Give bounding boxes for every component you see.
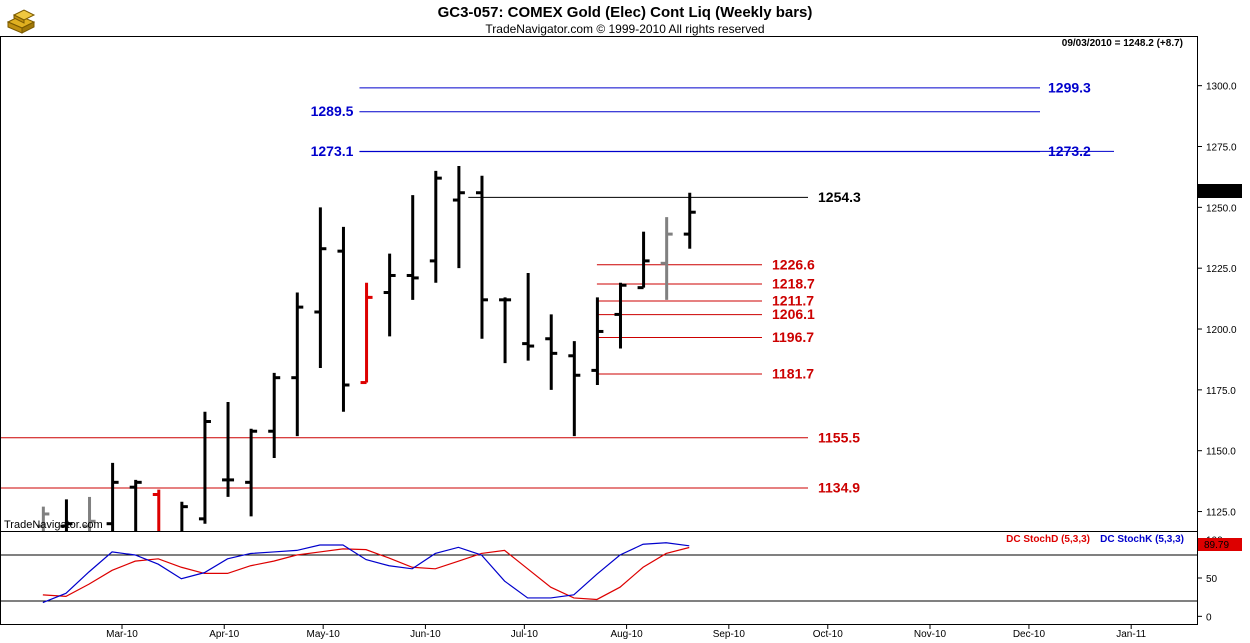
level-label: 1273.2: [1048, 143, 1091, 159]
x-tick-label: Dec-10: [1013, 629, 1046, 640]
level-label: 1181.7: [772, 366, 814, 382]
ohlc-bar: [268, 372, 281, 458]
price-tick-label: 1175.0: [1206, 386, 1236, 397]
level-label: 1289.5: [311, 103, 354, 119]
ohlc-bar: [129, 479, 142, 531]
stoch-last-label: 89.79: [1204, 540, 1229, 551]
price-tick-label: 1300.0: [1206, 82, 1237, 93]
x-tick-label: Nov-10: [914, 629, 947, 640]
ohlc-bar: [314, 207, 327, 368]
legend-stoch-k: DC StochK (5,3,3): [1100, 534, 1184, 545]
x-tick-label: Oct-10: [813, 629, 843, 640]
ohlc-bar: [37, 506, 50, 531]
stoch-last-badge: [1198, 538, 1242, 551]
ohlc-bar: [637, 231, 650, 290]
price-bars: [37, 165, 696, 531]
ohlc-bar: [152, 489, 161, 531]
copyright-subtitle: TradeNavigator.com © 1999-2010 All right…: [485, 22, 764, 36]
x-tick-label: Jan-11: [1116, 629, 1146, 640]
x-tick-label: Mar-10: [106, 629, 138, 640]
ohlc-bar: [198, 411, 211, 524]
level-label: 1226.6: [772, 256, 815, 272]
ohlc-bar: [522, 273, 535, 361]
level-label: 1254.3: [818, 189, 861, 205]
x-tick-label: Sep-10: [713, 629, 746, 640]
ohlc-bar: [452, 165, 465, 269]
ohlc-bar: [337, 226, 350, 412]
x-tick-label: May-10: [306, 629, 340, 640]
ohlc-bar: [499, 297, 512, 364]
price-tick-label: 1200.0: [1206, 325, 1237, 336]
ohlc-bar: [591, 297, 604, 385]
price-axis: 1125.0 1150.0 1175.0 1200.0 1225.0 1250.0 1275…: [1197, 82, 1237, 519]
stoch-series-line: [42, 546, 690, 601]
level-label: 1196.7: [772, 329, 814, 345]
stochastic-lines: [42, 542, 690, 604]
last-price-label: 1248.2: [1204, 187, 1235, 198]
price-tick-label: 1150.0: [1206, 447, 1236, 458]
chart-title: GC3-057: COMEX Gold (Elec) Cont Liq (Wee…: [438, 4, 813, 21]
x-axis: Mar-10 Apr-10 May-10 Jun-10 Jul-10 Aug-10 Sep-…: [106, 625, 1147, 640]
ohlc-bar: [106, 462, 119, 531]
ohlc-bar: [360, 282, 373, 385]
x-tick-label: Jul-10: [511, 629, 539, 640]
quote-readout: 09/03/2010 = 1248.2 (+8.7): [1062, 38, 1183, 49]
x-tick-label: Jun-10: [410, 629, 441, 640]
ohlc-bar: [291, 292, 304, 437]
ohlc-bar: [614, 282, 627, 349]
ohlc-bar: [60, 499, 73, 531]
stoch-tick-label: 50: [1206, 574, 1218, 585]
ohlc-bar: [683, 192, 696, 249]
watermark: TradeNavigator.com: [4, 519, 103, 531]
logo: [6, 9, 36, 34]
level-label: 1134.9: [818, 479, 860, 495]
ohlc-bar: [83, 496, 96, 531]
level-label: 1206.1: [772, 306, 815, 322]
ohlc-bar: [245, 428, 258, 517]
ohlc-bar: [383, 253, 396, 337]
ohlc-bar: [429, 170, 442, 283]
price-tick-label: 1275.0: [1206, 143, 1237, 154]
price-tick-label: 1125.0: [1206, 508, 1236, 519]
ohlc-bar: [222, 402, 235, 497]
ohlc-bar: [406, 195, 419, 300]
x-tick-label: Aug-10: [610, 629, 643, 640]
ohlc-bar: [568, 341, 581, 437]
ohlc-bar: [475, 175, 488, 339]
price-tick-label: 1250.0: [1206, 203, 1237, 214]
ohlc-bar: [180, 501, 188, 531]
ohlc-bar: [545, 314, 558, 390]
stoch-series-line: [42, 542, 690, 604]
price-tick-label: 1225.0: [1206, 264, 1237, 275]
legend-stoch-d: DC StochD (5,3,3): [1006, 534, 1090, 545]
x-tick-label: Apr-10: [209, 629, 239, 640]
price-level-labels: 1299.3 1289.5 1273.2 1273.1 1254.3 1226.6 1218…: [311, 79, 1091, 495]
level-label: 1155.5: [818, 429, 860, 445]
level-label: 1211.7: [772, 293, 814, 309]
price-levels: [1, 87, 1114, 489]
level-label: 1273.1: [311, 143, 354, 159]
stochastic-grid: [1, 554, 1197, 602]
last-price-badge: [1198, 184, 1242, 198]
level-label: 1218.7: [772, 276, 815, 292]
ohlc-bar: [660, 217, 673, 300]
level-label: 1299.3: [1048, 79, 1091, 95]
gold-bars-icon: [6, 9, 36, 34]
stoch-tick-label: 0: [1206, 612, 1212, 623]
